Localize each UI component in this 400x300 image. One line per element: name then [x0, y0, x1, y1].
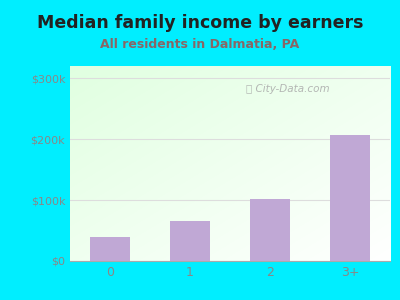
Bar [170, 221, 210, 261]
Text: ⓘ City-Data.com: ⓘ City-Data.com [246, 84, 330, 94]
Text: Median family income by earners: Median family income by earners [37, 14, 363, 32]
Bar [330, 135, 370, 261]
Bar [250, 199, 290, 261]
Bar [90, 237, 130, 261]
Text: All residents in Dalmatia, PA: All residents in Dalmatia, PA [100, 38, 300, 50]
